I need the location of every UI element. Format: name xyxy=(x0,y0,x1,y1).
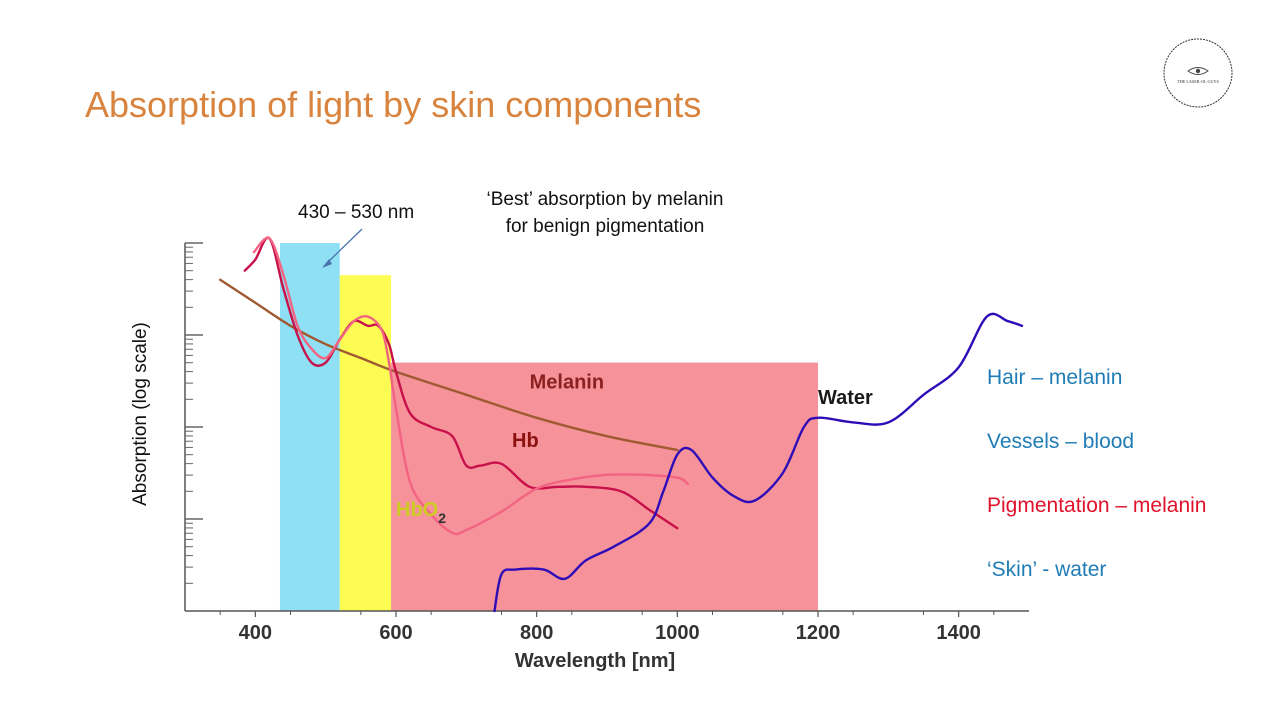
slide-title: Absorption of light by skin components xyxy=(85,84,702,125)
label-subscript: 2 xyxy=(438,510,446,526)
logo-text: THE LASER-OL GUYS xyxy=(1177,79,1219,84)
label-hb: Hb xyxy=(512,430,539,452)
x-tick-label: 1200 xyxy=(796,622,841,644)
series-water-line xyxy=(493,312,1024,613)
series-hb-line xyxy=(243,236,679,530)
x-tick-label: 600 xyxy=(379,622,412,644)
x-tick-label: 1000 xyxy=(655,622,700,644)
logo-eye-icon xyxy=(1187,67,1209,75)
red-band xyxy=(391,362,818,611)
label-melanin: Melanin xyxy=(530,371,604,393)
axes-layer: 400 600 800 1000 1200 1400 Wavelength [nm] Abso… xyxy=(130,242,1029,672)
blue-band xyxy=(279,243,340,611)
legend-item-vessels: Vessels – blood xyxy=(987,430,1135,453)
series-melanin-line xyxy=(219,278,679,452)
label-water: Water xyxy=(818,387,873,409)
series-layer xyxy=(219,236,1024,613)
series-hbo2-line xyxy=(252,236,690,536)
legend: Hair – melanin Vessels – blood Pigmentat… xyxy=(987,366,1206,622)
x-tick-label: 400 xyxy=(239,622,272,644)
legend-item-pigmentation: Pigmentation – melanin xyxy=(987,494,1207,517)
range-callout: 430 – 530 nm xyxy=(298,202,415,223)
best-absorption-line1: ‘Best’ absorption by melanin xyxy=(486,189,724,210)
y-axis-title: Absorption (log scale) xyxy=(130,322,151,506)
callout-arrow xyxy=(324,228,363,266)
bands-layer xyxy=(279,243,818,611)
legend-item-skin: ‘Skin’ - water xyxy=(987,558,1107,581)
x-tick-label: 800 xyxy=(520,622,553,644)
best-absorption-line2: for benign pigmentation xyxy=(505,216,705,237)
logo: THE LASER-OL GUYS xyxy=(1163,38,1233,108)
legend-item-hair: Hair – melanin xyxy=(987,366,1123,389)
x-axis-title: Wavelength [nm] xyxy=(515,650,675,672)
x-tick-label: 1400 xyxy=(936,622,981,644)
callout-arrowhead xyxy=(322,259,332,268)
best-absorption-callout: ‘Best’ absorption by melanin for benign … xyxy=(450,186,760,240)
